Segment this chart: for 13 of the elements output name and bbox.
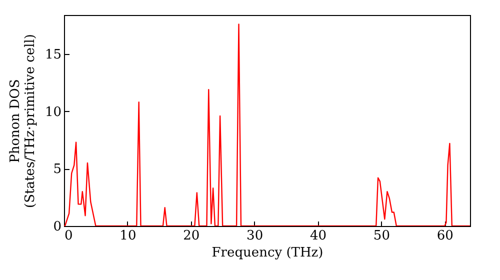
- x-tick-label: 30: [246, 228, 264, 244]
- x-tick-label: 40: [310, 228, 327, 244]
- y-axis-title: Phonon DOS (States/THz·primitive cell): [8, 34, 38, 208]
- x-axis-title: Frequency (THz): [212, 246, 324, 260]
- x-tick-label: 10: [120, 228, 136, 244]
- y-tick-label: 10: [44, 104, 62, 120]
- x-tick-label: 20: [183, 228, 200, 244]
- x-tick-label: 50: [373, 228, 390, 244]
- y-tick-label: 15: [44, 47, 62, 62]
- x-tick-label: 0: [64, 228, 73, 244]
- y-tick-label: 5: [53, 162, 62, 178]
- x-tick-label: 60: [436, 228, 454, 244]
- line-series: [64, 24, 470, 226]
